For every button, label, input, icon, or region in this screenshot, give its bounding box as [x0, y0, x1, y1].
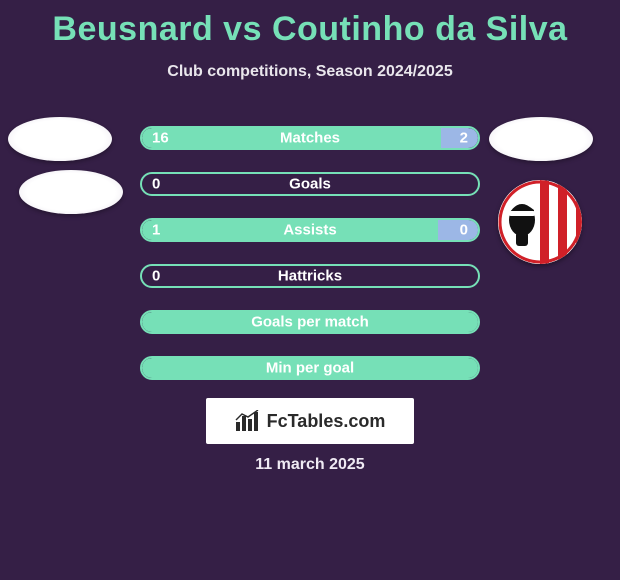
stat-row-mpg: Min per goal: [140, 356, 480, 380]
stat-bar-left: [142, 312, 478, 332]
stat-value-left: 1: [152, 222, 160, 239]
brand-logo: FcTables.com: [206, 398, 414, 444]
right-club-logo: [498, 180, 582, 264]
stat-bar-left: [142, 358, 478, 378]
stats-container: 16 Matches 2 0 Goals 1 Assists 0 0 Hattr…: [140, 126, 480, 402]
subtitle: Club competitions, Season 2024/2025: [0, 63, 620, 81]
stat-row-goals: 0 Goals: [140, 172, 480, 196]
stat-value-left: 16: [152, 130, 169, 147]
stat-row-gpm: Goals per match: [140, 310, 480, 334]
brand-text: FcTables.com: [267, 411, 386, 432]
left-player-avatar: [8, 117, 112, 161]
bars-icon: [235, 410, 261, 432]
stat-row-hattricks: 0 Hattricks: [140, 264, 480, 288]
stat-row-assists: 1 Assists 0: [140, 218, 480, 242]
date-text: 11 march 2025: [0, 456, 620, 474]
right-player-avatar: [489, 117, 593, 161]
stat-bar-right: [438, 220, 478, 240]
stat-label: Hattricks: [142, 268, 478, 285]
page-title: Beusnard vs Coutinho da Silva: [0, 0, 620, 49]
stat-value-left: 0: [152, 176, 160, 193]
stat-value-right: 2: [460, 130, 468, 147]
left-club-badge: [19, 170, 123, 214]
stat-row-matches: 16 Matches 2: [140, 126, 480, 150]
stat-value-right: 0: [460, 222, 468, 239]
stat-bar-left: [142, 128, 441, 148]
stat-value-left: 0: [152, 268, 160, 285]
stat-bar-left: [142, 220, 478, 240]
stat-label: Goals: [142, 176, 478, 193]
